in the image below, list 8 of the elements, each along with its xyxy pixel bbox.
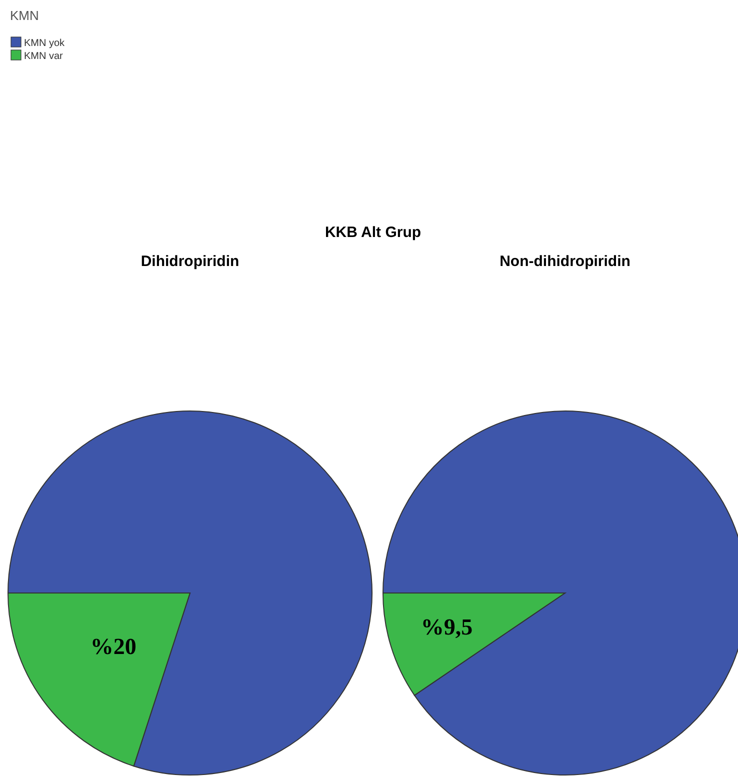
data-label: %20 [90, 634, 136, 659]
legend-title: KMN [10, 8, 39, 23]
slice-label: Dihidropiridin [140, 253, 240, 270]
legend-label: KMN yok [24, 38, 66, 49]
slice-label: Non-dihidropiridin [500, 253, 630, 270]
data-label: %9,5 [420, 614, 473, 640]
text: KKB Alt Grup [324, 224, 422, 241]
legend-label: KMN var [24, 51, 64, 62]
